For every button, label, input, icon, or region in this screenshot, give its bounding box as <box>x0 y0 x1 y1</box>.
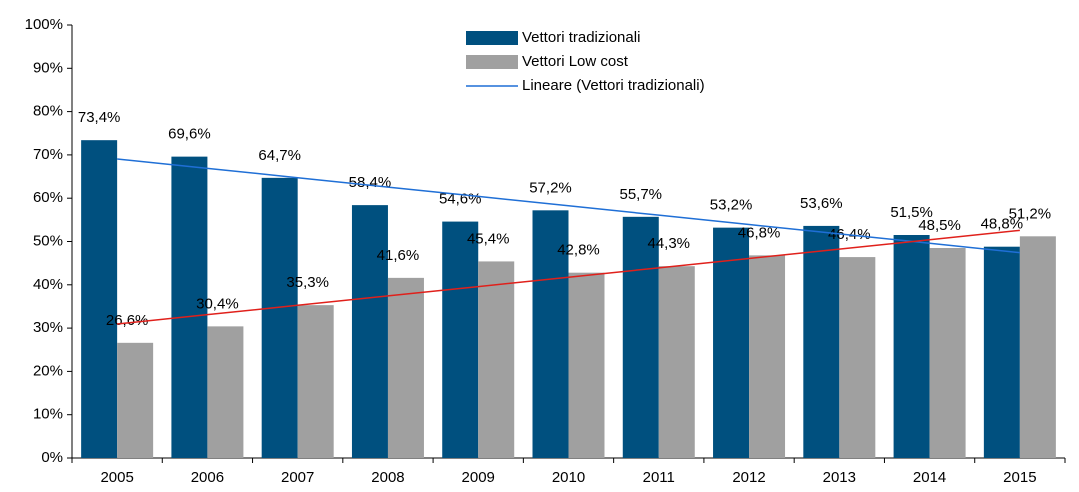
bar <box>658 266 695 458</box>
legend-label: Lineare (Vettori tradizionali) <box>522 77 705 94</box>
bar <box>929 247 966 458</box>
data-label: 45,4% <box>467 230 510 247</box>
y-tick-label: 50% <box>33 232 63 249</box>
bar <box>1019 236 1056 458</box>
data-label: 51,5% <box>890 204 933 221</box>
bar <box>983 246 1020 458</box>
bar <box>297 305 334 458</box>
x-tick-label: 2015 <box>1003 469 1036 486</box>
y-tick-label: 10% <box>33 406 63 423</box>
bar <box>839 257 876 458</box>
data-label: 44,3% <box>647 235 690 252</box>
bar <box>207 326 244 458</box>
bar <box>117 342 154 458</box>
data-label: 53,6% <box>800 195 843 212</box>
data-label: 30,4% <box>196 295 239 312</box>
x-tick-label: 2013 <box>823 469 856 486</box>
x-tick-label: 2011 <box>643 469 675 486</box>
data-label: 48,8% <box>981 216 1024 233</box>
data-label: 54,6% <box>439 191 482 208</box>
y-tick-label: 100% <box>25 16 63 33</box>
data-label: 48,5% <box>918 217 961 234</box>
data-label: 41,6% <box>377 247 420 264</box>
y-tick-label: 80% <box>33 103 63 120</box>
x-tick-label: 2006 <box>191 469 224 486</box>
data-label: 69,6% <box>168 126 211 143</box>
bar <box>478 261 515 458</box>
data-label: 53,2% <box>710 197 753 214</box>
data-label: 64,7% <box>258 147 301 164</box>
trendline <box>117 229 1020 325</box>
data-label: 26,6% <box>106 312 149 329</box>
x-tick-label: 2012 <box>732 469 765 486</box>
data-label: 57,2% <box>529 179 572 196</box>
bar <box>803 225 840 458</box>
bar <box>749 255 786 458</box>
data-label: 46,8% <box>738 224 781 241</box>
data-label: 51,2% <box>1009 205 1052 222</box>
y-tick-label: 0% <box>41 449 63 466</box>
y-tick-label: 30% <box>33 319 63 336</box>
bar <box>622 216 659 458</box>
bar <box>568 272 605 458</box>
data-label: 42,8% <box>557 242 600 259</box>
bar <box>81 140 118 459</box>
y-tick-label: 70% <box>33 146 63 163</box>
bar <box>532 210 569 458</box>
y-tick-label: 20% <box>33 362 63 379</box>
bar <box>893 235 930 458</box>
legend-swatch <box>466 55 518 69</box>
bar <box>171 156 208 458</box>
y-tick-label: 40% <box>33 276 63 293</box>
bar <box>713 227 750 458</box>
legend-swatch <box>466 31 518 45</box>
trendline <box>117 158 1020 254</box>
data-label: 55,7% <box>619 186 662 203</box>
legend-label: Vettori Low cost <box>522 53 629 70</box>
x-tick-label: 2005 <box>100 469 133 486</box>
data-label: 35,3% <box>286 274 329 291</box>
x-tick-label: 2014 <box>913 469 946 486</box>
bar <box>351 205 388 458</box>
bar <box>442 221 479 458</box>
y-tick-label: 90% <box>33 59 63 76</box>
data-label: 58,4% <box>349 174 392 191</box>
x-tick-label: 2010 <box>552 469 585 486</box>
x-tick-label: 2007 <box>281 469 314 486</box>
y-tick-label: 60% <box>33 189 63 206</box>
legend-label: Vettori tradizionali <box>522 29 640 46</box>
x-tick-label: 2009 <box>462 469 495 486</box>
data-label: 73,4% <box>78 109 121 126</box>
bar <box>387 277 424 458</box>
bar <box>261 177 298 458</box>
x-tick-label: 2008 <box>371 469 404 486</box>
